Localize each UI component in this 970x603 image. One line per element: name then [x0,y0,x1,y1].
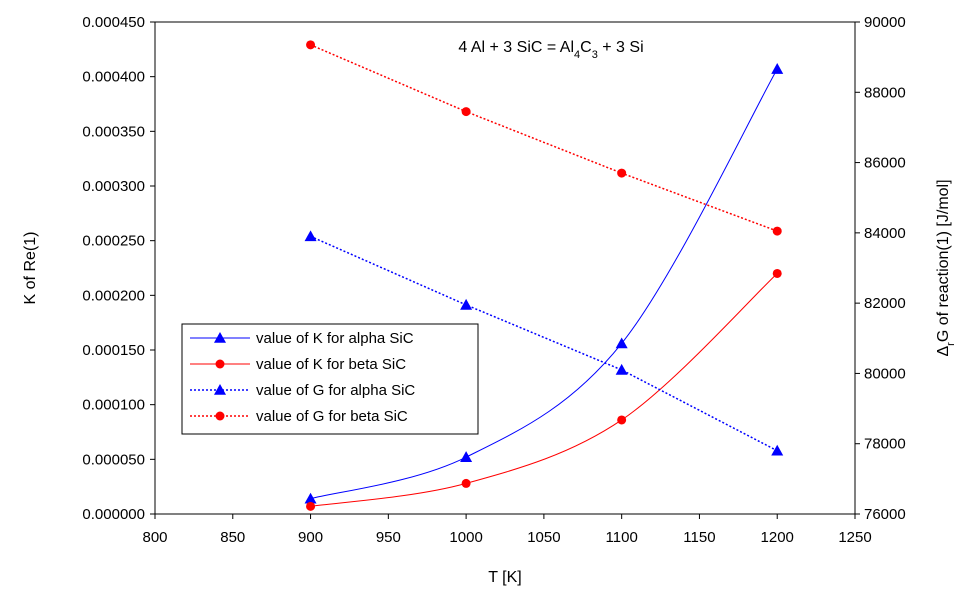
y-left-tick-label: 0.000000 [82,506,145,523]
legend-label: value of K for alpha SiC [256,330,414,347]
legend-marker [214,332,226,343]
equation-part: 3 [592,49,598,61]
data-point [306,40,316,50]
series-1 [304,63,784,504]
y-right-title-prefix: Δ [935,346,952,357]
y-right-title-rest: G of reaction(1) [J/mol] [935,179,952,342]
x-tick-label: 1100 [606,529,638,546]
series-3 [304,230,784,456]
x-tick-label: 1000 [449,529,482,546]
data-point [304,230,317,242]
series-line [310,44,778,232]
y-right-tick-label: 86000 [864,155,906,172]
data-point [461,478,471,488]
x-tick-label: 800 [142,529,167,546]
y-left-tick-label: 0.000100 [82,397,145,414]
y-right-tick-label: 80000 [864,365,906,382]
x-tick-label: 850 [220,529,245,546]
data-point [460,451,473,462]
series-line [310,68,778,500]
y-axis-left: 0.000000 0.000050 0.000100 0.000150 0.000200… [82,14,155,523]
data-point [615,363,628,375]
series-layer [304,40,784,511]
y-left-tick-label: 0.000400 [82,69,145,86]
series-2 [306,268,782,511]
data-point [460,298,473,310]
legend-label: value of G for beta SiC [256,408,408,425]
y-right-tick-label: 84000 [864,225,906,242]
legend: value of K for alpha SiC value of K for b… [181,323,479,435]
x-tick-label: 950 [376,529,401,546]
equation-part: + 3 Si [598,39,644,56]
equation-part: 4 [574,49,580,61]
y-axis-right-title: ΔrG of reaction(1) [J/mol] [935,179,957,356]
y-axis-left-title: K of Re(1) [22,232,39,305]
data-point [772,226,782,236]
y-left-tick-label: 0.000150 [82,342,145,359]
x-tick-label: 1200 [761,529,794,546]
y-axis-right: 76000 78000 80000 82000 84000 86000 88000 90000 [855,14,906,523]
legend-marker [215,411,225,421]
x-tick-label: 1150 [683,529,715,546]
y-right-title-sub: r [945,342,957,346]
data-point [617,415,627,425]
y-left-tick-label: 0.000200 [82,287,145,304]
data-point [615,337,628,349]
x-tick-label: 1050 [527,529,560,546]
legend-label: value of K for beta SiC [256,356,406,373]
y-right-tick-label: 90000 [864,14,906,31]
x-axis-title: T [K] [488,569,522,586]
y-right-tick-label: 78000 [864,436,906,453]
reaction-equation: 4 Al + 3 SiC = Al4C3 + 3 Si [458,39,643,61]
y-left-tick-label: 0.000050 [82,451,145,468]
data-point [772,268,782,278]
data-point [461,107,471,117]
y-right-tick-label: 82000 [864,295,906,312]
data-point [617,168,627,178]
equation-part: 4 Al + 3 SiC = Al [458,39,574,56]
y-left-tick-label: 0.000250 [82,233,145,250]
y-right-tick-label: 88000 [864,84,906,101]
equation-part: C [580,39,592,56]
legend-box [181,323,479,435]
x-tick-label: 900 [298,529,323,546]
data-point [771,63,784,74]
y-right-tick-label: 76000 [864,506,906,523]
x-tick-label: 1250 [838,529,871,546]
series-4 [306,40,782,236]
x-axis: 800 850 900 950 1000 1050 1100 1150 1200 1250 [142,514,872,546]
data-point [306,501,316,511]
y-left-tick-label: 0.000300 [82,178,145,195]
data-point [304,492,317,504]
y-left-tick-label: 0.000450 [82,14,145,31]
series-line [310,235,778,452]
legend-marker [214,384,226,395]
plot-area [154,21,856,515]
y-left-tick-label: 0.000350 [82,123,145,140]
series-line [310,273,778,507]
legend-marker [215,359,225,369]
data-point [771,444,784,456]
legend-label: value of G for alpha SiC [256,382,415,399]
